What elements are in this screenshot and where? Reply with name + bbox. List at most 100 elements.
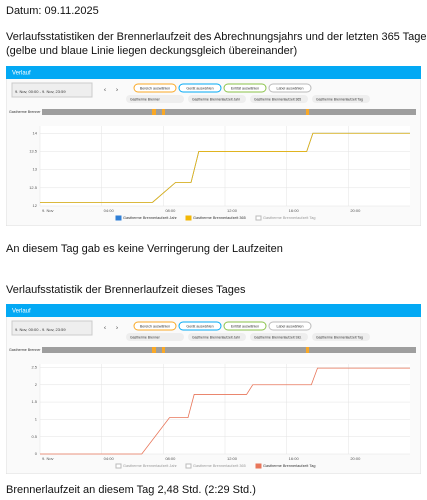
entity-chip[interactable] (188, 95, 246, 103)
legend-label: Gastherme Brennerlaufzeit Jahr (123, 216, 178, 220)
legend-label: Gastherme Brennerlaufzeit 365 (193, 216, 246, 220)
nav: › (116, 88, 118, 94)
nav: ‹ (104, 326, 106, 332)
filter-button[interactable] (223, 321, 267, 331)
filter-button[interactable] (268, 321, 312, 331)
heading-note: (gelbe und blaue Linie liegen deckungsgl… (6, 45, 298, 57)
legend-label: Gastherme Brennerlaufzeit Jahr (123, 464, 178, 468)
y-tick-label: 13.5 (29, 149, 38, 154)
entity-chip[interactable] (188, 333, 246, 341)
legend-swatch[interactable] (255, 215, 262, 221)
x-tick-label: 12:00 (227, 208, 238, 213)
y-tick-label: 12.5 (29, 185, 38, 190)
filter-button-label: Bereich auswählen (140, 86, 170, 90)
timeline-on (152, 347, 156, 353)
x-tick-label: 08:00 (165, 456, 176, 461)
footer: Brennerlaufzeit an diesem Tag 2,48 Std. … (6, 484, 256, 496)
filter-button[interactable] (268, 83, 312, 93)
panel-title: Verlauf (12, 309, 31, 315)
screenshot: Verlauf 9. Nov, 00:00 - 9. Nov, 23:59 ‹ › Be… (6, 66, 421, 226)
timeline-label: Gastherme Brenner (9, 110, 41, 114)
entity-chip-label: Gastherme Brennerlaufzeit Tag (316, 97, 363, 101)
heading: Verlaufsstatistiken der Brennerlaufzeit … (6, 31, 427, 43)
legend-swatch[interactable] (115, 463, 122, 469)
filter-button-label: Gerät auswählen (186, 324, 213, 328)
entity-chip-label: Gastherme Brenner (130, 335, 161, 339)
y-tick-label: 2.5 (31, 365, 37, 370)
paragraph: An diesem Tag gab es keine Verringerung … (6, 243, 283, 255)
y-tick-label: 0 (35, 451, 38, 456)
entity-chip-label: Gastherme Brennerlaufzeit Std. (254, 335, 302, 339)
y-tick-label: 2 (35, 382, 38, 387)
timeline-on (152, 109, 156, 115)
filter-button[interactable] (133, 83, 177, 93)
entity-chip[interactable] (250, 95, 308, 103)
legend-swatch[interactable] (185, 215, 192, 221)
range-box (11, 320, 93, 336)
legend-swatch[interactable] (115, 215, 122, 221)
entity-chip[interactable] (250, 333, 308, 341)
legend-label: Gastherme Brennerlaufzeit 365 (193, 464, 246, 468)
range-box (11, 82, 93, 98)
x-tick-label: 16:00 (289, 208, 300, 213)
filter-button[interactable] (133, 321, 177, 331)
heading: Verlaufsstatistik der Brennerlaufzeit di… (6, 284, 246, 296)
filter-button[interactable] (178, 321, 222, 331)
timeline-label: Gastherme Brenner (9, 348, 41, 352)
x-tick-label: 20:00 (350, 208, 361, 213)
filter-button-label: Label auswählen (277, 324, 304, 328)
x-tick-label: 04:00 (104, 456, 115, 461)
y-tick-label: 0.5 (31, 434, 37, 439)
nav: ‹ (104, 88, 106, 94)
entity-chip[interactable] (126, 95, 184, 103)
entity-chip[interactable] (312, 95, 370, 103)
timeline-on (162, 347, 165, 353)
range: 9. Nov, 00:00 - 9. Nov, 23:59 (15, 89, 66, 94)
x-tick-label: 20:00 (350, 456, 361, 461)
timeline-on (162, 109, 165, 115)
date: Datum: 09.11.2025 (6, 5, 99, 17)
filter-button-label: Entität auswählen (231, 86, 259, 90)
entity-chip-label: Gastherme Brennerlaufzeit 365 (254, 97, 301, 101)
y-tick-label: 1.5 (31, 399, 37, 404)
entity-chip[interactable] (126, 333, 184, 341)
filter-button-label: Entität auswählen (231, 324, 259, 328)
timeline-on (306, 109, 309, 115)
entity-chip[interactable] (312, 333, 370, 341)
x-tick-label: 12:00 (227, 456, 238, 461)
filter-button[interactable] (223, 83, 267, 93)
entity-chip-label: Gastherme Brenner (130, 97, 161, 101)
x-tick-label: 08:00 (165, 208, 176, 213)
legend-swatch[interactable] (185, 463, 192, 469)
filter-button-label: Bereich auswählen (140, 324, 170, 328)
timeline-on (306, 347, 309, 353)
x-tick-label: 9. Nov (42, 456, 54, 461)
y-tick-label: 13 (33, 167, 38, 172)
entity-chip-label: Gastherme Brennerlaufzeit Jahr (192, 335, 241, 339)
x-tick-label: 9. Nov (42, 208, 54, 213)
series-line (40, 367, 410, 455)
legend-label: Gastherme Brennerlaufzeit Tag (263, 464, 315, 468)
series-line (40, 132, 410, 203)
header-bar (6, 304, 421, 317)
panel-title: Verlauf (12, 71, 31, 77)
header-bar (6, 66, 421, 79)
legend-swatch[interactable] (255, 463, 262, 469)
x-tick-label: 04:00 (104, 208, 115, 213)
timeline (42, 347, 416, 353)
y-tick-label: 12 (33, 203, 38, 208)
x-tick-label: 16:00 (289, 456, 300, 461)
filter-button-label: Gerät auswählen (186, 86, 213, 90)
entity-chip-label: Gastherme Brennerlaufzeit Jahr (192, 97, 241, 101)
legend-label: Gastherme Brennerlaufzeit Tag (263, 216, 315, 220)
filter-button[interactable] (178, 83, 222, 93)
screenshot: Verlauf 9. Nov, 00:00 - 9. Nov, 23:59 ‹ › Be… (6, 304, 421, 474)
range: 9. Nov, 00:00 - 9. Nov, 23:59 (15, 327, 66, 332)
filter-button-label: Label auswählen (277, 86, 304, 90)
timeline (42, 109, 416, 115)
entity-chip-label: Gastherme Brennerlaufzeit Tag (316, 335, 363, 339)
y-tick-label: 1 (35, 416, 38, 421)
y-tick-label: 14 (33, 130, 38, 135)
nav: › (116, 326, 118, 332)
